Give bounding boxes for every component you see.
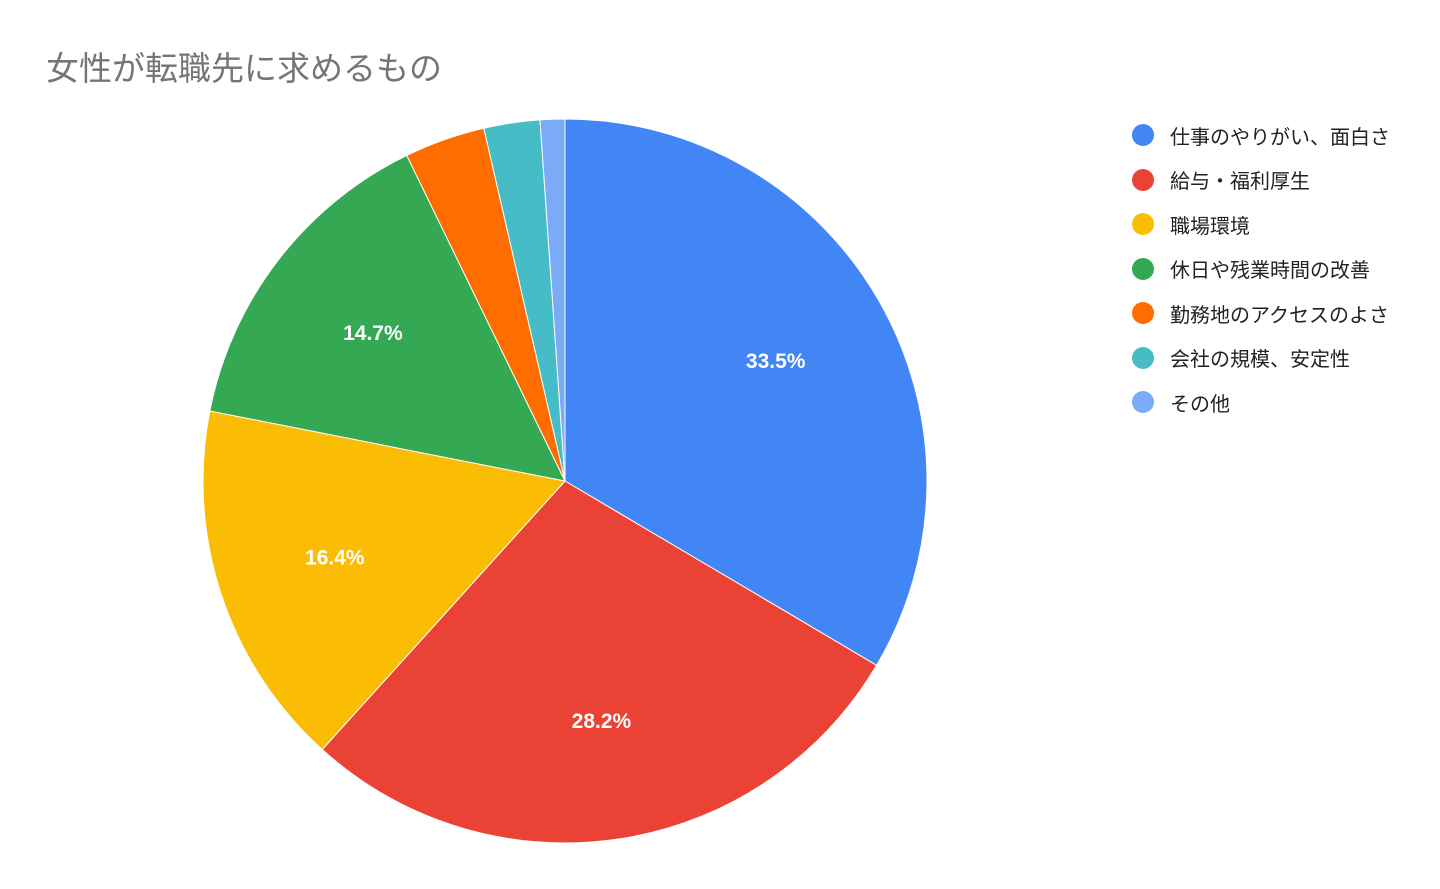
pie-slice-3[interactable] bbox=[209, 154, 566, 482]
pie-slice-2[interactable] bbox=[202, 410, 566, 751]
pie-slice-0[interactable] bbox=[564, 118, 928, 666]
slice-label-2: 16.4% bbox=[305, 546, 365, 569]
slice-label-0: 33.5% bbox=[746, 350, 806, 373]
legend-swatch bbox=[1132, 346, 1154, 369]
legend-swatch bbox=[1132, 124, 1154, 147]
chart-title: 女性が転職先に求めるもの bbox=[46, 49, 442, 88]
pie-slices bbox=[202, 118, 928, 844]
legend-item-4[interactable]: 勤務地のアクセスのよさ bbox=[1132, 291, 1390, 336]
legend-label: 職場環境 bbox=[1170, 213, 1250, 238]
legend-swatch bbox=[1132, 391, 1154, 414]
legend-label: 勤務地のアクセスのよさ bbox=[1170, 302, 1389, 327]
pie-labels: 33.5% 28.2% 16.4% 14.7% bbox=[305, 322, 806, 733]
legend-label: その他 bbox=[1170, 391, 1230, 416]
legend-label: 仕事のやりがい、面白さ bbox=[1170, 124, 1390, 149]
slice-label-1: 28.2% bbox=[572, 710, 632, 733]
legend-item-1[interactable]: 給与・福利厚生 bbox=[1132, 158, 1390, 203]
pie-slice-6[interactable] bbox=[539, 118, 566, 482]
legend-item-6[interactable]: その他 bbox=[1132, 380, 1390, 425]
legend-swatch bbox=[1132, 302, 1154, 325]
legend-swatch bbox=[1132, 168, 1154, 191]
legend-label: 給与・福利厚生 bbox=[1170, 169, 1310, 194]
legend-item-5[interactable]: 会社の規模、安定性 bbox=[1132, 336, 1390, 381]
legend: 仕事のやりがい、面白さ 給与・福利厚生 職場環境休日や残業時間の改善 勤務地のアクセス… bbox=[1132, 113, 1390, 425]
legend-item-0[interactable]: 仕事のやりがい、面白さ bbox=[1132, 113, 1390, 158]
slice-label-3: 14.7% bbox=[343, 322, 403, 345]
legend-label: 休日や残業時間の改善 bbox=[1170, 258, 1370, 283]
legend-swatch bbox=[1132, 213, 1154, 236]
legend-item-3[interactable]: 休日や残業時間の改善 bbox=[1132, 247, 1390, 292]
legend-item-2[interactable]: 職場環境 bbox=[1132, 202, 1390, 247]
pie-slice-1[interactable] bbox=[321, 480, 878, 844]
legend-label: 会社の規模、安定性 bbox=[1170, 347, 1350, 372]
legend-swatch bbox=[1132, 257, 1154, 280]
